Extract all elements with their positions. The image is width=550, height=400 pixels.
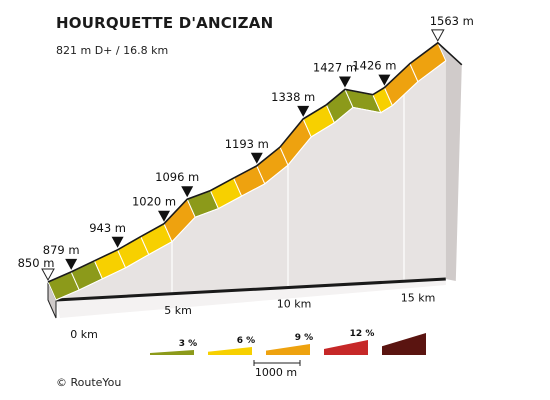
profile-side-face [56,60,446,300]
distance-tick-label: 5 km [164,304,192,317]
distance-ticks: 0 km 5 km 10 km 15 km [70,291,435,341]
legend-label: 3 % [179,339,197,349]
copyright-text: © RouteYou [56,376,122,389]
elevation-marker-icon [338,76,351,88]
chart-title: HOURQUETTE D'ANCIZAN [56,14,274,32]
distance-tick-label: 10 km [277,298,312,311]
elevation-marker-icon [111,236,124,248]
legend-swatch [266,344,310,355]
distance-tick-label: 0 km [70,328,98,341]
elevation-marker-label: 1427 m [313,60,357,74]
elevation-marker-label: 1096 m [155,170,199,184]
distance-tick-label: 15 km [401,291,436,304]
profile-back-edge [47,41,463,283]
legend-swatch [150,350,194,355]
elevation-marker-icon [378,74,391,86]
elevation-marker-label: 943 m [89,221,126,235]
legend-label: 6 % [237,336,255,346]
elevation-marker-icon [297,105,310,117]
elevation-marker-icon [158,210,170,222]
elevation-marker-icon [181,186,194,198]
profile-top-surface [47,41,463,301]
profile-side-faces [47,42,462,319]
legend-swatch [208,347,252,355]
elevation-marker-label: 1338 m [271,90,315,104]
elevation-marker-label: 1563 m [430,14,474,28]
elevation-marker-label: 1020 m [132,195,176,209]
slope-legend: 3 % 6 % 9 % 12 % 1000 m [150,329,426,379]
elevation-marker-label: 850 m [18,256,55,270]
profile-front-edge [55,60,447,301]
profile-bottom-wall [56,279,446,318]
legend-label: 12 % [350,329,375,339]
elevation-marker-icon [250,152,263,164]
start-marker-icon [41,268,55,282]
chart-subtitle: 821 m D+ / 16.8 km [56,44,169,57]
legend-swatch [382,333,426,355]
elevation-marker-label: 1193 m [225,137,269,151]
profile-end-cap [437,42,462,281]
legend-label: 9 % [295,333,313,343]
legend-swatch [324,340,368,355]
elevation-marker-label: 1426 m [352,59,396,73]
elevation-marker-icon [65,258,78,270]
ground-line [55,277,446,302]
elevation-marker-label: 879 m [43,243,80,257]
scale-bar-label: 1000 m [255,366,297,379]
summit-marker-icon [430,29,445,42]
